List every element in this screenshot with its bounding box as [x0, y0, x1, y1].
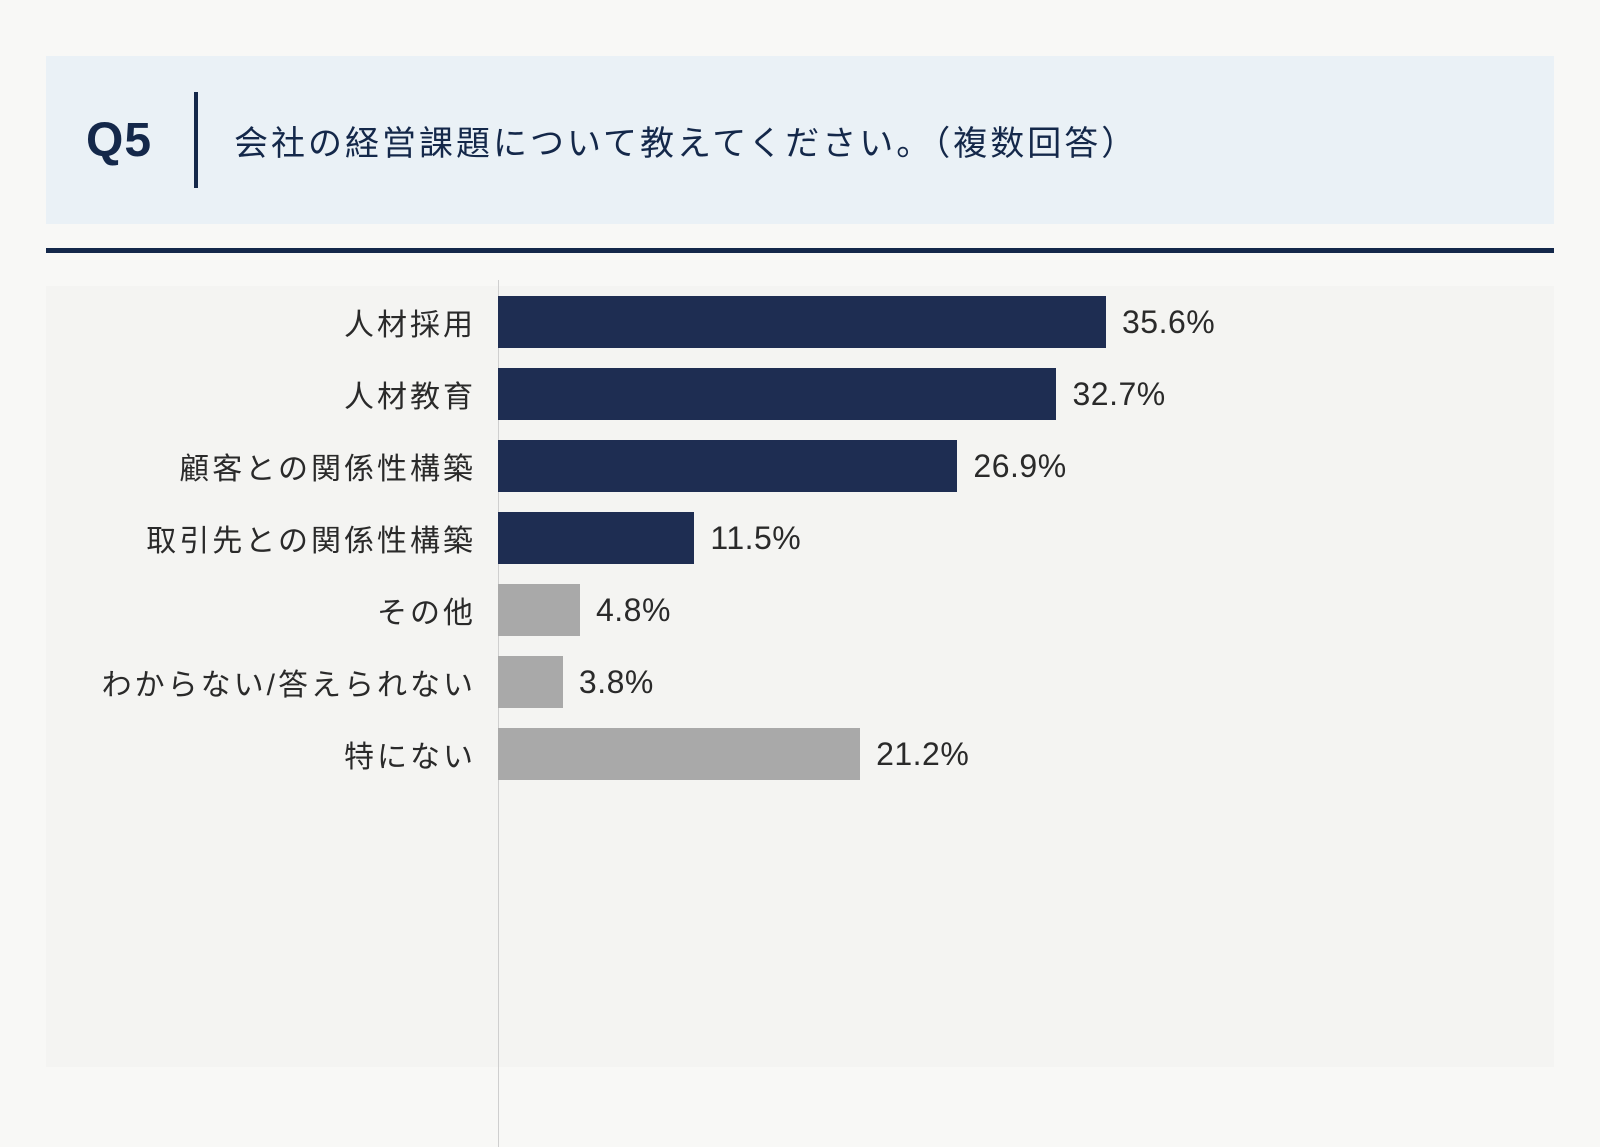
bar-track: 11.5%: [498, 502, 1484, 574]
value-label: 26.9%: [973, 448, 1066, 485]
value-label: 21.2%: [876, 736, 969, 773]
bar-track: 26.9%: [498, 430, 1484, 502]
category-label: 人材採用: [46, 300, 498, 344]
bar: [498, 512, 694, 564]
category-label: 取引先との関係性構築: [46, 516, 498, 560]
bar-track: 32.7%: [498, 358, 1484, 430]
chart-row: 人材採用 35.6%: [46, 286, 1484, 358]
category-label: 顧客との関係性構築: [46, 444, 498, 488]
bar-chart: 人材採用 35.6% 人材教育 32.7% 顧客との関係性構築 26.9% 取引先との関係性…: [46, 286, 1554, 1067]
bar: [498, 728, 860, 780]
bar: [498, 584, 580, 636]
category-label: 人材教育: [46, 372, 498, 416]
bar: [498, 656, 563, 708]
chart-row: 特にない 21.2%: [46, 718, 1484, 790]
category-label: わからない/答えられない: [46, 660, 498, 704]
bar-track: 35.6%: [498, 286, 1484, 358]
question-number: Q5: [86, 113, 174, 168]
bar-track: 3.8%: [498, 646, 1484, 718]
bar: [498, 368, 1056, 420]
value-label: 3.8%: [579, 664, 654, 701]
header-divider: [194, 92, 198, 188]
value-label: 4.8%: [596, 592, 671, 629]
chart-rows: 人材採用 35.6% 人材教育 32.7% 顧客との関係性構築 26.9% 取引先との関係性…: [46, 286, 1484, 790]
category-label: 特にない: [46, 732, 498, 776]
value-label: 32.7%: [1072, 376, 1165, 413]
bar-track: 21.2%: [498, 718, 1484, 790]
header-underline: [46, 248, 1554, 253]
chart-row: その他 4.8%: [46, 574, 1484, 646]
value-label: 11.5%: [710, 520, 801, 557]
bar: [498, 440, 957, 492]
question-header: Q5 会社の経営課題について教えてください。（複数回答）: [46, 56, 1554, 224]
chart-row: 顧客との関係性構築 26.9%: [46, 430, 1484, 502]
chart-row: 取引先との関係性構築 11.5%: [46, 502, 1484, 574]
question-title: 会社の経営課題について教えてください。（複数回答）: [234, 116, 1138, 165]
chart-row: 人材教育 32.7%: [46, 358, 1484, 430]
chart-row: わからない/答えられない 3.8%: [46, 646, 1484, 718]
value-label: 35.6%: [1122, 304, 1215, 341]
bar: [498, 296, 1106, 348]
category-label: その他: [46, 588, 498, 632]
bar-track: 4.8%: [498, 574, 1484, 646]
